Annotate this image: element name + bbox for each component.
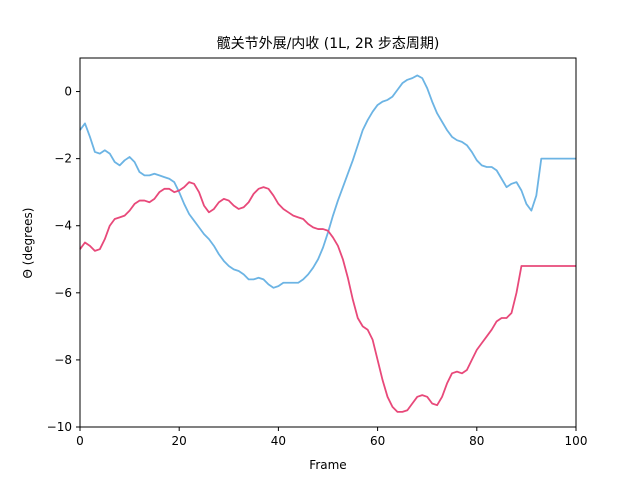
- plot-background: [80, 58, 576, 427]
- chart-title: 髋关节外展/内收 (1L, 2R 步态周期): [217, 35, 440, 52]
- y-tick-label: −4: [54, 219, 72, 233]
- y-tick-label: −6: [54, 286, 72, 300]
- y-tick-label: −8: [54, 353, 72, 367]
- x-tick-label: 80: [469, 434, 484, 448]
- y-axis-label: Θ (degrees): [21, 208, 35, 279]
- x-tick-label: 0: [76, 434, 84, 448]
- y-axis-ticks: 0 −2 −4 −6 −8 −10: [47, 85, 80, 434]
- y-tick-label: −2: [54, 152, 72, 166]
- x-axis-label: Frame: [309, 458, 346, 472]
- x-tick-label: 100: [565, 434, 588, 448]
- x-tick-label: 20: [172, 434, 187, 448]
- series-layer: [79, 74, 576, 413]
- series-line-1: [79, 74, 576, 289]
- x-tick-label: 60: [370, 434, 385, 448]
- x-tick-label: 40: [271, 434, 286, 448]
- series-line-2: [79, 181, 576, 413]
- y-tick-label: 0: [64, 85, 72, 99]
- y-tick-label: −10: [47, 420, 72, 434]
- plot-area: [80, 58, 576, 427]
- x-axis-ticks: 0 20 40 60 80 100: [76, 427, 587, 448]
- plot-frame: [79, 57, 577, 428]
